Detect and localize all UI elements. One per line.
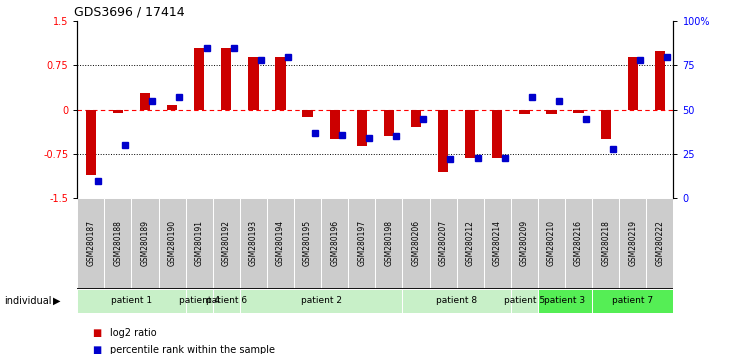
Bar xyxy=(484,198,511,289)
Bar xyxy=(511,289,538,313)
Bar xyxy=(140,93,150,110)
Text: GSM280209: GSM280209 xyxy=(520,220,529,267)
Bar xyxy=(411,110,421,127)
Text: percentile rank within the sample: percentile rank within the sample xyxy=(110,346,275,354)
Bar xyxy=(167,105,177,110)
Bar xyxy=(77,198,105,289)
Bar xyxy=(185,289,213,313)
Text: patient 2: patient 2 xyxy=(301,296,342,306)
Bar xyxy=(248,57,258,110)
Text: GSM280207: GSM280207 xyxy=(439,220,447,267)
Bar xyxy=(592,198,619,289)
Text: ■: ■ xyxy=(92,328,102,338)
Bar xyxy=(222,48,231,110)
Bar xyxy=(492,110,503,158)
Text: GSM280194: GSM280194 xyxy=(276,220,285,267)
Text: patient 8: patient 8 xyxy=(436,296,477,306)
Text: patient 5: patient 5 xyxy=(504,296,545,306)
Bar xyxy=(456,198,484,289)
Text: patient 7: patient 7 xyxy=(612,296,654,306)
Bar xyxy=(294,198,321,289)
Bar xyxy=(194,48,205,110)
Bar xyxy=(275,57,286,110)
Text: ▶: ▶ xyxy=(53,296,60,306)
Bar xyxy=(601,110,611,139)
Text: patient 1: patient 1 xyxy=(111,296,152,306)
Bar xyxy=(375,198,403,289)
Text: GDS3696 / 17414: GDS3696 / 17414 xyxy=(74,6,185,19)
Bar xyxy=(538,198,565,289)
Text: individual: individual xyxy=(4,296,52,306)
Text: GSM280222: GSM280222 xyxy=(655,221,665,266)
Text: GSM280190: GSM280190 xyxy=(168,220,177,267)
Bar xyxy=(105,198,132,289)
Bar xyxy=(240,289,403,313)
Bar xyxy=(538,289,592,313)
Bar xyxy=(438,110,448,172)
Bar xyxy=(546,110,556,114)
Bar xyxy=(592,289,673,313)
Bar xyxy=(520,110,529,114)
Text: GSM280195: GSM280195 xyxy=(303,220,312,267)
Bar xyxy=(185,198,213,289)
Bar xyxy=(357,110,367,146)
Text: GSM280212: GSM280212 xyxy=(466,221,475,266)
Bar xyxy=(383,110,394,136)
Bar xyxy=(465,110,475,158)
Text: patient 3: patient 3 xyxy=(545,296,586,306)
Bar xyxy=(302,110,313,117)
Text: GSM280197: GSM280197 xyxy=(357,220,367,267)
Text: patient 4: patient 4 xyxy=(179,296,220,306)
Text: GSM280188: GSM280188 xyxy=(113,221,122,266)
Bar xyxy=(348,198,375,289)
Bar xyxy=(619,198,646,289)
Text: log2 ratio: log2 ratio xyxy=(110,328,157,338)
Bar xyxy=(158,198,185,289)
Bar xyxy=(573,110,584,113)
Text: GSM280206: GSM280206 xyxy=(411,220,420,267)
Text: patient 6: patient 6 xyxy=(206,296,247,306)
Bar xyxy=(213,198,240,289)
Bar xyxy=(565,198,592,289)
Text: GSM280187: GSM280187 xyxy=(86,221,96,266)
Text: GSM280198: GSM280198 xyxy=(384,221,394,266)
Bar xyxy=(321,198,348,289)
Bar xyxy=(77,289,185,313)
Bar xyxy=(628,57,638,110)
Text: GSM280189: GSM280189 xyxy=(141,221,149,266)
Text: ■: ■ xyxy=(92,346,102,354)
Bar xyxy=(213,289,240,313)
Bar xyxy=(403,198,430,289)
Bar xyxy=(655,51,665,110)
Bar xyxy=(267,198,294,289)
Text: GSM280216: GSM280216 xyxy=(574,221,583,266)
Text: GSM280191: GSM280191 xyxy=(195,221,204,266)
Bar xyxy=(511,198,538,289)
Bar xyxy=(646,198,673,289)
Text: GSM280210: GSM280210 xyxy=(547,221,556,266)
Text: GSM280192: GSM280192 xyxy=(222,221,231,266)
Bar xyxy=(85,110,96,175)
Text: GSM280219: GSM280219 xyxy=(629,221,637,266)
Bar xyxy=(330,110,340,139)
Bar xyxy=(430,198,456,289)
Text: GSM280218: GSM280218 xyxy=(601,221,610,266)
Text: GSM280214: GSM280214 xyxy=(493,221,502,266)
Bar xyxy=(113,110,123,113)
Bar xyxy=(240,198,267,289)
Text: GSM280196: GSM280196 xyxy=(330,220,339,267)
Text: GSM280193: GSM280193 xyxy=(249,220,258,267)
Bar xyxy=(132,198,158,289)
Bar xyxy=(403,289,511,313)
